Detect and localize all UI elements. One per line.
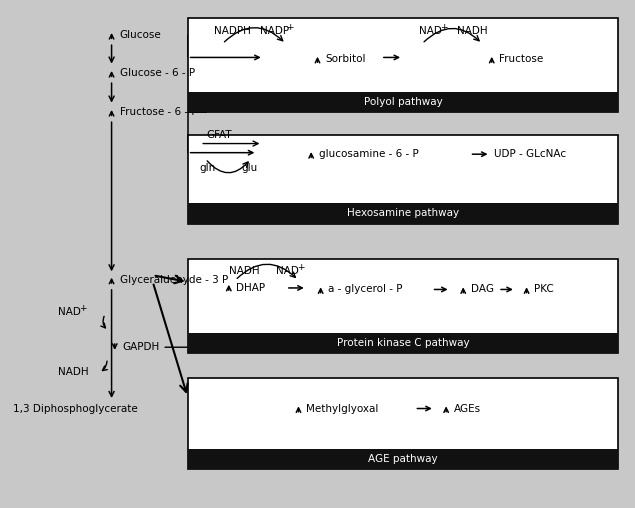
Bar bbox=[187, 378, 618, 469]
Text: NAD: NAD bbox=[58, 307, 81, 318]
Bar bbox=[187, 18, 618, 112]
Text: Fructose - 6 - P: Fructose - 6 - P bbox=[120, 107, 197, 117]
Text: gln: gln bbox=[199, 163, 215, 173]
Text: +: + bbox=[297, 263, 305, 272]
Text: glu: glu bbox=[241, 163, 258, 173]
Text: NADH: NADH bbox=[229, 266, 260, 276]
Text: Methylglyoxal: Methylglyoxal bbox=[306, 403, 378, 414]
Text: +: + bbox=[286, 23, 293, 32]
Bar bbox=[187, 449, 618, 469]
Text: 2: 2 bbox=[222, 454, 227, 463]
Text: GAPDH: GAPDH bbox=[123, 342, 159, 352]
Text: Hexosamine pathway: Hexosamine pathway bbox=[347, 208, 459, 218]
Text: O: O bbox=[211, 452, 219, 462]
Text: NAD: NAD bbox=[276, 266, 299, 276]
Text: +: + bbox=[79, 304, 86, 313]
Text: NADP: NADP bbox=[260, 26, 290, 36]
Text: DAG: DAG bbox=[471, 284, 494, 295]
Bar bbox=[187, 203, 618, 224]
Text: glucosamine - 6 - P: glucosamine - 6 - P bbox=[319, 149, 418, 159]
Text: PARP: PARP bbox=[211, 343, 237, 353]
Text: UDP - GLcNAc: UDP - GLcNAc bbox=[493, 149, 566, 159]
Text: a - glycerol - P: a - glycerol - P bbox=[328, 284, 403, 295]
Text: AGE pathway: AGE pathway bbox=[368, 454, 438, 464]
Text: Sorbitol: Sorbitol bbox=[325, 54, 366, 64]
Text: NADH: NADH bbox=[457, 26, 488, 36]
Text: NAD: NAD bbox=[419, 26, 442, 36]
Text: AGEs: AGEs bbox=[454, 403, 481, 414]
Text: •−: •− bbox=[227, 450, 241, 459]
Text: DHAP: DHAP bbox=[236, 283, 265, 293]
Text: Polyol pathway: Polyol pathway bbox=[364, 97, 443, 107]
Text: Glucose: Glucose bbox=[120, 29, 161, 40]
Text: Glyceraldehyde - 3 P: Glyceraldehyde - 3 P bbox=[120, 275, 228, 285]
Text: Fructose: Fructose bbox=[499, 54, 544, 64]
Text: GFAT: GFAT bbox=[206, 130, 232, 140]
Text: 1,3 Diphosphoglycerate: 1,3 Diphosphoglycerate bbox=[13, 403, 138, 414]
Text: NADH: NADH bbox=[58, 367, 88, 376]
Bar bbox=[187, 259, 618, 353]
Text: PKC: PKC bbox=[534, 284, 554, 295]
Bar bbox=[187, 135, 618, 224]
Bar bbox=[187, 92, 618, 112]
Text: Glucose - 6 - P: Glucose - 6 - P bbox=[120, 68, 195, 78]
Bar bbox=[187, 333, 618, 353]
Text: NADPH: NADPH bbox=[214, 26, 251, 36]
Text: Protein kinase C pathway: Protein kinase C pathway bbox=[337, 338, 469, 347]
Text: +: + bbox=[440, 23, 447, 32]
